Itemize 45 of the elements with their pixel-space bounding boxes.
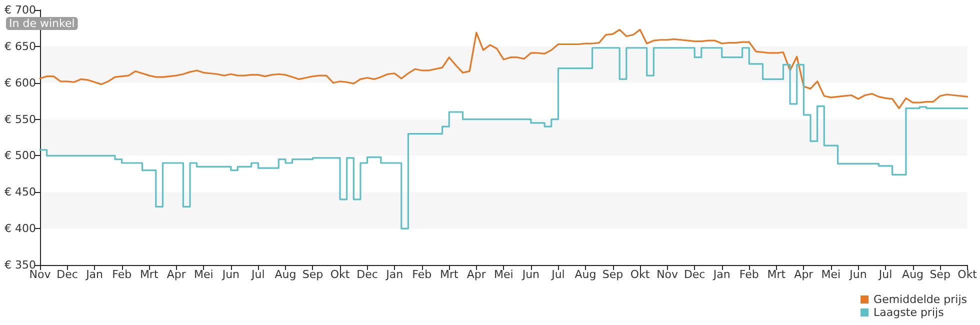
x-tick-label: Dec [356, 268, 378, 281]
x-tick-label: Feb [412, 268, 432, 281]
x-tick-label: Mrt [140, 268, 159, 281]
y-tick-label: € 700 [4, 4, 36, 16]
x-tick-label: Jul [878, 268, 892, 281]
x-tick-label: Mei [494, 268, 514, 281]
x-tick-label: Jun [221, 268, 240, 281]
x-tick-label: Okt [630, 268, 650, 281]
y-tick-label: € 600 [4, 76, 36, 90]
x-tick-label: Sep [302, 268, 324, 281]
x-tick-label: Aug [902, 268, 924, 281]
x-tick-label: Jul [250, 268, 265, 281]
x-tick-label: Feb [739, 268, 759, 281]
x-tick-label: Apr [466, 268, 486, 281]
y-tick-label: € 400 [4, 222, 36, 236]
x-tick-label: Jan [712, 268, 730, 281]
y-tick-label: € 650 [4, 40, 36, 53]
x-tick-label: Mrt [440, 268, 459, 281]
x-tick-label: Mei [821, 268, 841, 281]
x-tick-label: Jan [385, 268, 404, 281]
x-tick-label: Feb [112, 268, 132, 281]
y-tick-label: € 550 [4, 112, 36, 126]
annotation: In de winkel [9, 17, 75, 30]
x-tick-label: Mei [194, 268, 214, 281]
legend-label: Laagste prijs [874, 306, 944, 319]
x-tick-label: Jun [521, 268, 540, 281]
y-tick-label: € 450 [4, 186, 36, 199]
x-tick-label: Aug [574, 268, 596, 281]
x-tick-label: Sep [930, 268, 950, 281]
x-tick-label: Okt [330, 268, 350, 281]
x-tick-label: Jan [85, 268, 104, 281]
x-tick-label: Aug [274, 268, 296, 281]
x-tick-label: Dec [684, 268, 706, 281]
x-tick-label: Mrt [767, 268, 786, 281]
x-tick-label: Apr [166, 268, 186, 281]
legend-label: Gemiddelde prijs [874, 293, 968, 306]
x-tick-label: Sep [602, 268, 624, 281]
x-tick-label: Jul [550, 268, 565, 281]
x-tick-label: Jun [848, 268, 867, 281]
x-tick-label: Nov [656, 268, 679, 281]
x-tick-label: Okt [958, 268, 978, 281]
line-series [39, 28, 968, 110]
y-tick-label: € 500 [4, 149, 36, 162]
x-tick-label: Dec [56, 268, 78, 281]
x-tick-label: Apr [794, 268, 814, 281]
